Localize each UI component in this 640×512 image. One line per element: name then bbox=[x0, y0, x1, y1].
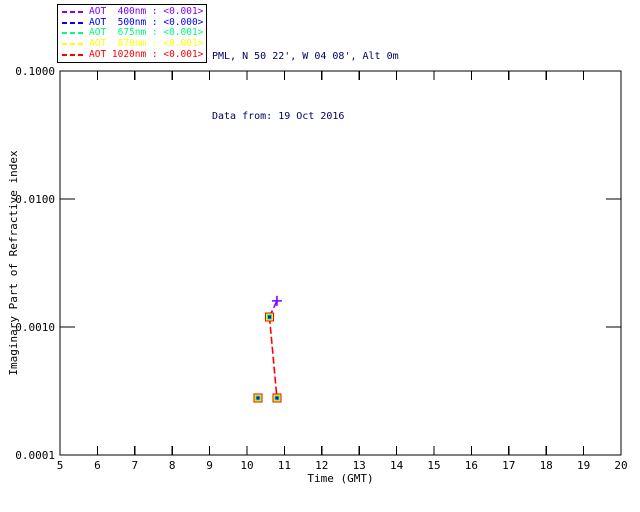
x-tick-label: 14 bbox=[390, 459, 404, 472]
data-date-line: Data from: 19 Oct 2016 bbox=[212, 111, 345, 122]
x-axis-title: Time (GMT) bbox=[307, 472, 374, 485]
y-tick-label: 0.0100 bbox=[15, 193, 55, 206]
x-tick-label: 20 bbox=[614, 459, 627, 472]
legend-label-400nm: AOT 400nm : <0.001> bbox=[89, 6, 204, 18]
x-tick-label: 16 bbox=[465, 459, 478, 472]
legend-box: AOT 400nm : <0.001> AOT 500nm : <0.000> AO… bbox=[57, 4, 207, 63]
y-tick-label: 0.0010 bbox=[15, 321, 55, 334]
legend-label-870nm: AOT 870nm : <0.001> bbox=[89, 38, 204, 50]
y-tick-label: 0.1000 bbox=[15, 65, 55, 78]
legend-label-1020nm: AOT 1020nm : <0.001> bbox=[89, 48, 204, 60]
x-tick-label: 5 bbox=[57, 459, 64, 472]
y-tick-label: 0.0001 bbox=[15, 449, 55, 462]
legend-dash-sample-500nm bbox=[62, 21, 85, 24]
legend-item-500nm: AOT 500nm : <0.000> bbox=[62, 16, 206, 29]
series-segment-aot-1020nm bbox=[268, 316, 278, 398]
x-tick-label: 19 bbox=[577, 459, 590, 472]
x-tick-label: 13 bbox=[353, 459, 366, 472]
x-tick-label: 10 bbox=[240, 459, 253, 472]
legend-item-675nm: AOT 675nm : <0.001> bbox=[62, 28, 206, 39]
x-tick-label: 17 bbox=[502, 459, 515, 472]
marker-layer bbox=[256, 396, 260, 400]
legend-dash-sample-1020nm bbox=[62, 53, 85, 56]
x-tick-label: 9 bbox=[206, 459, 213, 472]
legend-item-1020nm: AOT 1020nm : <0.001> bbox=[62, 49, 206, 60]
plus-marker-400nm bbox=[271, 295, 282, 306]
x-tick-label: 6 bbox=[94, 459, 101, 472]
x-tick-label: 18 bbox=[540, 459, 553, 472]
x-tick-label: 8 bbox=[169, 459, 176, 472]
marker-layer bbox=[275, 396, 279, 400]
site-location-line: PML, N 50 22', W 04 08', Alt 0m bbox=[212, 51, 399, 62]
marker-layer bbox=[267, 315, 271, 319]
plot-frame bbox=[59, 70, 622, 456]
x-tick-label: 11 bbox=[278, 459, 291, 472]
legend-label-675nm: AOT 675nm : <0.001> bbox=[89, 27, 204, 39]
x-tick-label: 7 bbox=[131, 459, 138, 472]
legend-label-500nm: AOT 500nm : <0.000> bbox=[89, 16, 204, 28]
plot-header: PML, N 50 22', W 04 08', Alt 0m Data fro… bbox=[212, 7, 399, 167]
x-tick-label: 15 bbox=[427, 459, 440, 472]
legend-item-870nm: AOT 870nm : <0.001> bbox=[62, 39, 206, 50]
x-tick-label: 12 bbox=[315, 459, 328, 472]
legend-dash-sample-870nm bbox=[62, 43, 85, 46]
legend-dash-sample-400nm bbox=[62, 11, 85, 14]
y-axis-title: Imaginary Part of Refractive index bbox=[7, 150, 20, 376]
legend-dash-sample-675nm bbox=[62, 32, 85, 35]
legend-item-400nm: AOT 400nm : <0.001> bbox=[62, 7, 206, 18]
